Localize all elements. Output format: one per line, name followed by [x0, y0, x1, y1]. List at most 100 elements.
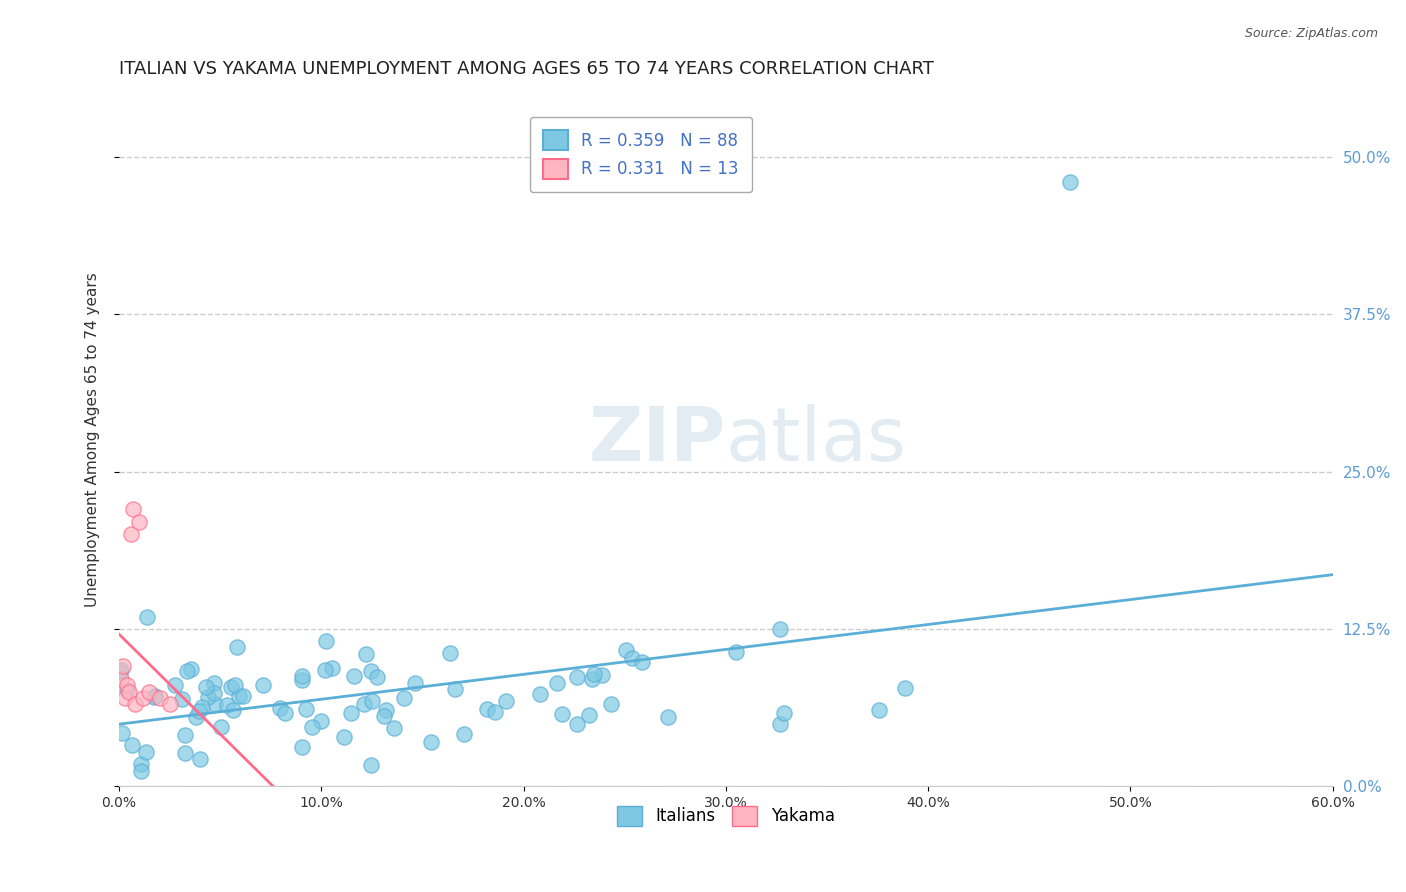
- Point: [184, 710, 207, 724]
- Point: [187, 704, 209, 718]
- Point: [163, 678, 186, 692]
- Point: [232, 689, 254, 703]
- Point: [868, 702, 890, 716]
- Point: [291, 673, 314, 688]
- Point: [124, 697, 146, 711]
- Point: [145, 689, 167, 703]
- Point: [419, 734, 441, 748]
- Point: [772, 706, 794, 720]
- Point: [176, 664, 198, 678]
- Point: [769, 716, 792, 731]
- Point: [565, 671, 588, 685]
- Point: [894, 681, 917, 696]
- Point: [356, 648, 378, 662]
- Point: [111, 726, 134, 740]
- Point: [631, 656, 654, 670]
- Point: [110, 672, 132, 686]
- Point: [725, 645, 748, 659]
- Point: [620, 651, 643, 665]
- Point: [204, 697, 226, 711]
- Point: [131, 764, 153, 778]
- Point: [174, 746, 197, 760]
- Point: [565, 717, 588, 731]
- Point: [138, 684, 160, 698]
- Point: [373, 708, 395, 723]
- Point: [291, 740, 314, 755]
- Point: [252, 678, 274, 692]
- Point: [453, 726, 475, 740]
- Point: [309, 714, 332, 729]
- Point: [339, 706, 361, 720]
- Point: [274, 706, 297, 721]
- Text: Source: ZipAtlas.com: Source: ZipAtlas.com: [1244, 27, 1378, 40]
- Point: [582, 666, 605, 681]
- Point: [475, 702, 498, 716]
- Point: [343, 669, 366, 683]
- Point: [174, 728, 197, 742]
- Point: [581, 673, 603, 687]
- Point: [366, 670, 388, 684]
- Point: [374, 703, 396, 717]
- Point: [110, 664, 132, 678]
- Point: [315, 634, 337, 648]
- Point: [194, 680, 217, 694]
- Point: [222, 703, 245, 717]
- Point: [333, 730, 356, 744]
- Point: [188, 752, 211, 766]
- Point: [120, 527, 142, 541]
- Point: [495, 693, 517, 707]
- Point: [361, 694, 384, 708]
- Point: [132, 690, 155, 705]
- Text: ITALIAN VS YAKAMA UNEMPLOYMENT AMONG AGES 65 TO 74 YEARS CORRELATION CHART: ITALIAN VS YAKAMA UNEMPLOYMENT AMONG AGE…: [120, 60, 934, 78]
- Point: [392, 690, 415, 705]
- Point: [128, 515, 150, 529]
- Point: [228, 689, 250, 703]
- Point: [578, 708, 600, 723]
- Point: [360, 664, 382, 678]
- Point: [202, 686, 225, 700]
- Point: [115, 683, 138, 698]
- Y-axis label: Unemployment Among Ages 65 to 74 years: Unemployment Among Ages 65 to 74 years: [86, 273, 100, 607]
- Point: [122, 502, 145, 516]
- Point: [219, 680, 242, 694]
- Point: [217, 698, 239, 712]
- Point: [614, 643, 637, 657]
- Point: [209, 720, 232, 734]
- Point: [550, 706, 572, 721]
- Point: [353, 697, 375, 711]
- Point: [657, 710, 679, 724]
- Point: [269, 700, 291, 714]
- Point: [159, 697, 181, 711]
- Point: [444, 681, 467, 696]
- Point: [321, 661, 343, 675]
- Point: [136, 610, 159, 624]
- Point: [404, 676, 426, 690]
- Point: [202, 676, 225, 690]
- Legend: Italians, Yakama: Italians, Yakama: [610, 799, 841, 833]
- Point: [439, 646, 461, 660]
- Point: [384, 721, 406, 735]
- Point: [769, 622, 792, 636]
- Point: [1059, 176, 1081, 190]
- Point: [118, 684, 141, 698]
- Point: [143, 690, 166, 704]
- Point: [197, 690, 219, 704]
- Point: [591, 668, 613, 682]
- Point: [121, 738, 143, 752]
- Point: [360, 758, 382, 772]
- Point: [114, 690, 136, 705]
- Point: [110, 665, 132, 680]
- Point: [115, 678, 138, 692]
- Point: [224, 678, 246, 692]
- Point: [529, 687, 551, 701]
- Point: [600, 698, 623, 712]
- Point: [226, 640, 249, 654]
- Point: [135, 745, 157, 759]
- Point: [112, 659, 135, 673]
- Point: [148, 690, 170, 705]
- Point: [295, 702, 318, 716]
- Point: [301, 720, 323, 734]
- Point: [191, 700, 214, 714]
- Point: [170, 692, 193, 706]
- Point: [546, 675, 568, 690]
